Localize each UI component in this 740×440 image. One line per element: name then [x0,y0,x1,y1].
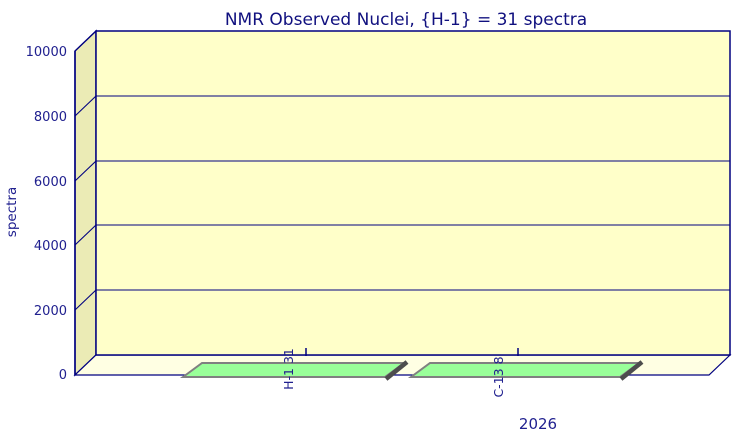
wall-diagonal-2000 [74,289,97,311]
ytick-2000: 2000 [34,304,67,319]
wall-tick-diagonals [74,30,97,311]
x-axis-label: 2026 [519,415,557,433]
wall-diagonal-10000 [74,30,97,52]
wall-diagonal-8000 [74,95,97,117]
bar-c13-top-face [407,362,643,378]
x-tick-marks [305,348,519,356]
ytick-0: 0 [59,368,67,383]
wall-diagonal-6000 [74,160,97,182]
plot-left-wall [74,29,97,377]
plot-back-panel [95,30,731,356]
bar-c13 [407,360,644,381]
bar-h1 [179,360,409,381]
chart-title: NMR Observed Nuclei, {H-1} = 31 spectra [225,10,587,30]
ytick-10000: 10000 [26,45,67,60]
wall-diagonal-4000 [74,224,97,246]
ytick-6000: 6000 [34,175,67,190]
gridlines [96,95,730,291]
ytick-8000: 8000 [34,110,67,125]
y-tick-labels: 10000 8000 6000 4000 2000 0 [26,45,67,383]
ytick-4000: 4000 [34,239,67,254]
bar-label-c13: C-13 8 [491,356,506,397]
bar-h1-side-face [384,360,409,381]
y-axis-label: spectra [4,187,20,237]
bar-c13-side-face [619,360,644,381]
bar-label-h1: H-1 31 [281,348,296,390]
